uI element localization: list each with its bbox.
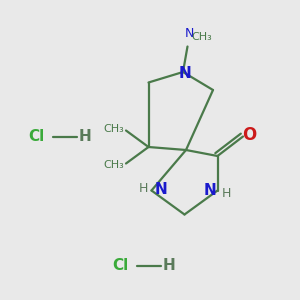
Text: H: H	[79, 129, 92, 144]
Text: N: N	[154, 182, 167, 196]
Text: H: H	[222, 187, 231, 200]
Text: O: O	[242, 126, 257, 144]
Text: CH₃: CH₃	[104, 124, 124, 134]
Text: CH₃: CH₃	[104, 160, 124, 170]
Text: N: N	[203, 183, 216, 198]
Text: N: N	[178, 66, 191, 81]
Text: Cl: Cl	[112, 258, 128, 273]
Text: H: H	[139, 182, 148, 196]
Text: Cl: Cl	[28, 129, 44, 144]
Text: N: N	[184, 27, 194, 40]
Text: H: H	[163, 258, 176, 273]
Text: CH₃: CH₃	[191, 32, 212, 42]
